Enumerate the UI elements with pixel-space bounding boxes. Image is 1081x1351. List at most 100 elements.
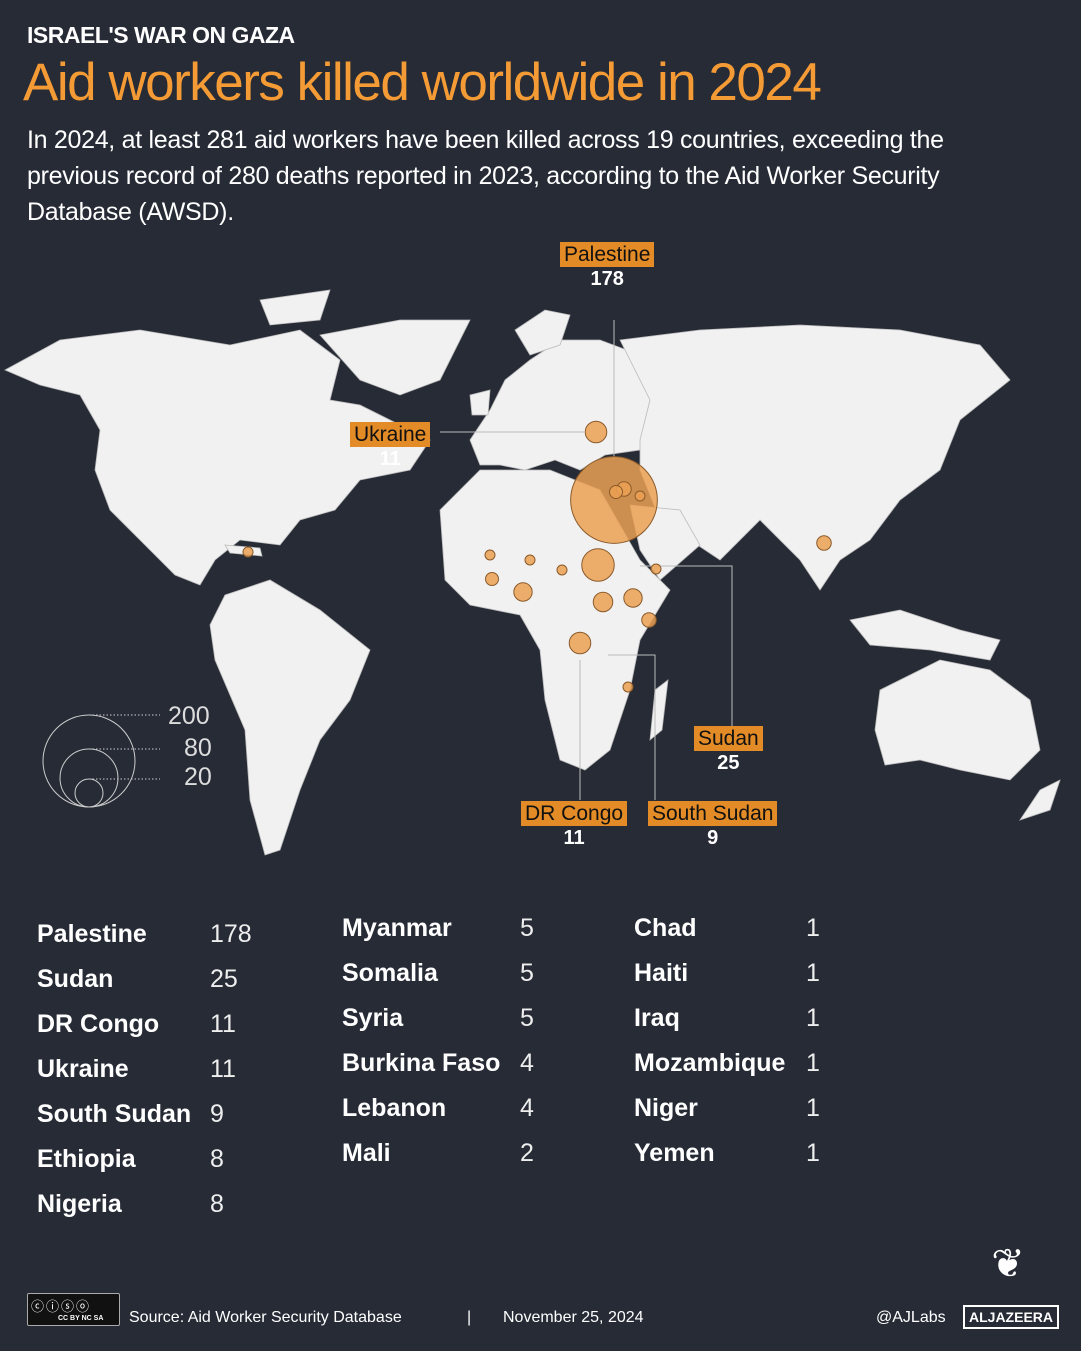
table-column-3: Chad 1 Haiti 1 Iraq 1 Mozambique 1 Niger 1 Yemen 1 (634, 906, 820, 1176)
country-name: Haiti (634, 959, 689, 987)
table-row: Myanmar 5 (342, 906, 534, 951)
country-name: DR Congo (37, 1010, 160, 1038)
size-legend (42, 714, 160, 808)
world-map (4, 289, 1061, 856)
death-count: 5 (520, 914, 534, 942)
page-title: Aid workers killed worldwide in 2024 (23, 53, 822, 112)
date: November 25, 2024 (503, 1309, 644, 1326)
bubble-chad (556, 564, 568, 576)
country-name: Sudan (37, 965, 114, 993)
bubble-lebanon (609, 485, 623, 499)
death-count: 4 (520, 1094, 534, 1122)
death-count: 5 (520, 959, 534, 987)
table-row: Yemen 1 (634, 1131, 820, 1176)
table-row: Iraq 1 (634, 996, 820, 1041)
death-count: 11 (210, 1010, 236, 1038)
bubble-south-sudan (592, 591, 614, 613)
bubble-sudan (581, 548, 615, 582)
footer: ⓒⓘⓢⓞ CC BY NC SA Source: Aid Worker Secu… (27, 1242, 1060, 1333)
leader-lines (440, 320, 733, 800)
table-column-2: Myanmar 5 Somalia 5 Syria 5 Burkina Faso 4 Leban… (342, 906, 534, 1176)
legend-80: 80 (184, 734, 212, 762)
country-name: Iraq (634, 1004, 680, 1032)
table-row: Nigeria 8 (37, 1182, 252, 1227)
table-row: Somalia 5 (342, 951, 534, 996)
bubble-palestine (570, 456, 658, 544)
death-count: 25 (210, 965, 238, 993)
country-name: Mali (342, 1139, 391, 1167)
bubble-haiti (242, 546, 254, 558)
death-count: 1 (806, 1139, 820, 1167)
bubble-mali (484, 549, 496, 561)
kicker: ISRAEL'S WAR ON GAZA (27, 22, 295, 48)
bubble-iraq (634, 490, 646, 502)
death-count: 1 (806, 1094, 820, 1122)
table-row: South Sudan 9 (37, 1092, 252, 1137)
country-name: Niger (634, 1094, 698, 1122)
table-row: Lebanon 4 (342, 1086, 534, 1131)
legend-20: 20 (184, 763, 212, 791)
size-legend-labels: 200 80 20 (168, 700, 212, 793)
death-count: 1 (806, 914, 820, 942)
table-row: Haiti 1 (634, 951, 820, 996)
table-row: Syria 5 (342, 996, 534, 1041)
aljazeera-logo-icon: ❦ (991, 1242, 1025, 1286)
death-count: 178 (210, 920, 252, 948)
country-name: Burkina Faso (342, 1049, 501, 1077)
bubble-ukraine (584, 420, 608, 444)
separator: | (467, 1309, 472, 1326)
table-row: Mozambique 1 (634, 1041, 820, 1086)
country-name: Ukraine (37, 1055, 129, 1083)
subtitle: In 2024, at least 281 aid workers have b… (27, 126, 944, 226)
legend-200: 200 (168, 702, 210, 730)
table-row: DR Congo 11 (37, 1002, 252, 1047)
map-label-ukraine: Ukraine 11 (350, 422, 431, 471)
table-row: Burkina Faso 4 (342, 1041, 534, 1086)
bubble-burkina-faso (485, 572, 499, 586)
death-count: 4 (520, 1049, 534, 1077)
cc-license-icon: ⓒⓘⓢⓞ CC BY NC SA (27, 1293, 120, 1326)
death-count: 2 (520, 1139, 534, 1167)
table-row: Sudan 25 (37, 957, 252, 1002)
table-row: Ethiopia 8 (37, 1137, 252, 1182)
bubble-nigeria (513, 582, 533, 602)
country-name: South Sudan (37, 1100, 192, 1128)
bubble-yemen (650, 563, 662, 575)
table-row: Niger 1 (634, 1086, 820, 1131)
bubbles (242, 420, 832, 693)
death-count: 8 (210, 1190, 224, 1218)
country-name: Ethiopia (37, 1145, 136, 1173)
table-column-1: Palestine 178 Sudan 25 DR Congo 11 Ukraine 11 So… (37, 912, 252, 1227)
table-row: Chad 1 (634, 906, 820, 951)
bubble-niger (524, 554, 536, 566)
map-label-south-sudan: South Sudan 9 (648, 801, 778, 850)
death-count: 8 (210, 1145, 224, 1173)
table-row: Ukraine 11 (37, 1047, 252, 1092)
land (4, 289, 1061, 856)
bubble-dr-congo (568, 631, 592, 655)
map-label-dr-congo: DR Congo 11 (521, 801, 628, 850)
country-name: Mozambique (634, 1049, 786, 1077)
bubble-ethiopia (623, 588, 643, 608)
country-name: Palestine (37, 920, 147, 948)
brand-logo: ALJAZEERA (963, 1305, 1060, 1329)
country-name: Yemen (634, 1139, 715, 1167)
source: Source: Aid Worker Security Database (129, 1309, 402, 1326)
death-count: 1 (806, 1049, 820, 1077)
country-name: Lebanon (342, 1094, 447, 1122)
death-count: 1 (806, 959, 820, 987)
country-name: Somalia (342, 959, 438, 987)
table-row: Palestine 178 (37, 912, 252, 957)
map-label-sudan: Sudan 25 (694, 726, 763, 775)
death-count: 1 (806, 1004, 820, 1032)
country-name: Syria (342, 1004, 404, 1032)
country-name: Nigeria (37, 1190, 122, 1218)
handle: @AJLabs (876, 1309, 946, 1326)
country-name: Chad (634, 914, 697, 942)
death-count: 9 (210, 1100, 224, 1128)
table-row: Mali 2 (342, 1131, 534, 1176)
bubble-myanmar (816, 535, 832, 551)
bubble-mozambique (622, 681, 634, 693)
country-name: Myanmar (342, 914, 452, 942)
map-label-palestine: Palestine 178 (560, 242, 655, 291)
